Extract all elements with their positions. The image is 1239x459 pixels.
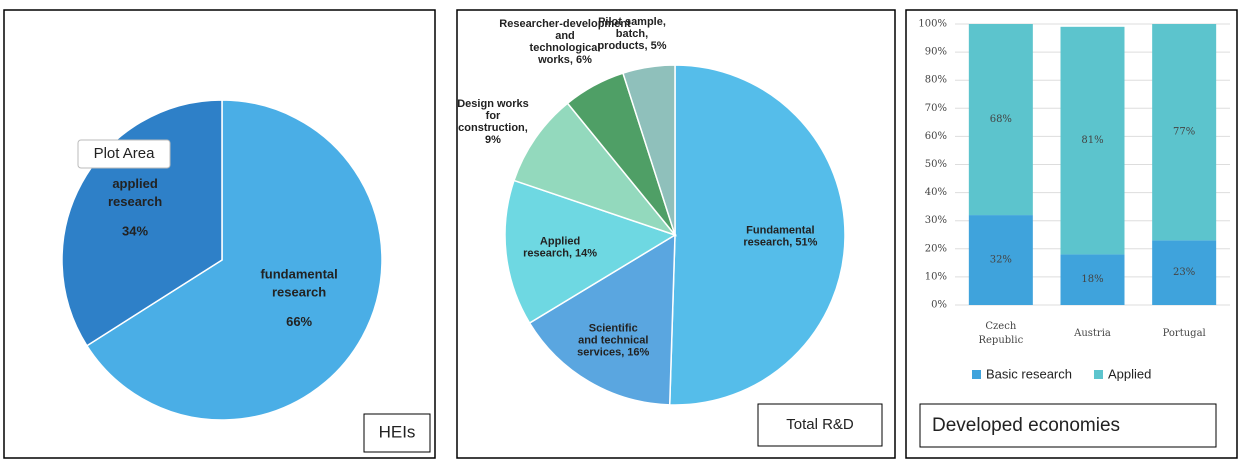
label-line: research, 51% bbox=[743, 237, 817, 249]
label-line: technological bbox=[530, 42, 601, 54]
slice-label: fundamental research bbox=[260, 267, 337, 300]
value-label: 34% bbox=[122, 224, 148, 239]
y-tick-label: 50% bbox=[925, 159, 947, 170]
bar-segment bbox=[968, 24, 1033, 216]
legend-label: Applied bbox=[1108, 366, 1151, 381]
y-tick-label: 0% bbox=[931, 300, 947, 311]
annotation: Total R&D bbox=[786, 416, 854, 433]
annotation-box bbox=[77, 139, 171, 169]
value-label: 81% bbox=[1081, 135, 1103, 146]
pie-slice bbox=[622, 64, 676, 236]
legend-swatch bbox=[972, 370, 981, 379]
annotation-box bbox=[757, 403, 883, 447]
label-line: Pilot sample, bbox=[598, 16, 666, 28]
value-label: 23% bbox=[1173, 267, 1195, 278]
bar-segment bbox=[1060, 26, 1125, 255]
label-line: Czech bbox=[985, 321, 1016, 332]
label-line: products, 5% bbox=[597, 40, 666, 52]
slice-label: Pilot sample, batch, products, 5% bbox=[597, 16, 666, 52]
value-label: 18% bbox=[1081, 274, 1103, 285]
value-label: 77% bbox=[1173, 127, 1195, 138]
label-line: construction, bbox=[458, 122, 528, 134]
label-line: Austria bbox=[1073, 328, 1111, 339]
legend-label: Basic research bbox=[986, 366, 1072, 381]
pie-slice bbox=[668, 64, 846, 406]
annotation: Plot Area bbox=[94, 145, 156, 162]
bar-segment bbox=[1152, 240, 1217, 305]
label-line: research bbox=[108, 195, 162, 210]
y-tick-label: 30% bbox=[925, 215, 947, 226]
bar-segment bbox=[1152, 24, 1217, 241]
slice-label: applied research bbox=[108, 177, 162, 210]
label-line: Scientific bbox=[589, 323, 638, 335]
value-label: 68% bbox=[990, 114, 1012, 125]
label-line: fundamental bbox=[260, 267, 337, 282]
y-tick-label: 60% bbox=[925, 131, 947, 142]
pie-slice bbox=[513, 102, 678, 237]
label-line: Researcher-development bbox=[499, 18, 631, 30]
label-line: Fundamental bbox=[746, 225, 814, 237]
label-line: Portugal bbox=[1163, 328, 1206, 339]
y-tick-label: 100% bbox=[918, 19, 947, 30]
bar-segment bbox=[1060, 254, 1125, 305]
panel-frame bbox=[905, 9, 1238, 459]
label-line: batch, bbox=[616, 28, 648, 40]
value-label: 32% bbox=[990, 255, 1012, 266]
slice-label: Fundamental research, 51% bbox=[743, 225, 817, 249]
value-label: 66% bbox=[286, 314, 312, 329]
label-line: Republic bbox=[978, 335, 1023, 346]
y-tick-label: 70% bbox=[925, 103, 947, 114]
label-line: and technical bbox=[578, 335, 648, 347]
y-tick-label: 40% bbox=[925, 187, 947, 198]
slice-label: Applied research, 14% bbox=[523, 235, 597, 259]
panel-frame bbox=[456, 9, 896, 459]
label-line: 9% bbox=[485, 134, 501, 146]
label-line: applied bbox=[112, 177, 158, 192]
y-tick-label: 10% bbox=[925, 271, 947, 282]
label-line: services, 16% bbox=[577, 347, 649, 359]
label-line: for bbox=[486, 110, 501, 122]
slice-label: Researcher-development and technological wo… bbox=[499, 18, 631, 66]
pie-slice bbox=[504, 179, 677, 325]
slice-label: Czech Republic bbox=[978, 321, 1023, 346]
pie-slice bbox=[85, 99, 383, 421]
label-line: works, 6% bbox=[537, 54, 592, 66]
slice-label: Scientific and technical services, 16% bbox=[577, 323, 649, 359]
legend-swatch bbox=[1093, 370, 1103, 379]
slice-label: Austria bbox=[1073, 328, 1111, 339]
bar-segment bbox=[968, 215, 1033, 305]
label-line: Design works bbox=[457, 98, 529, 110]
label-line: and bbox=[555, 30, 575, 42]
y-tick-label: 90% bbox=[925, 47, 947, 58]
annotation: Developed economies bbox=[932, 415, 1120, 436]
annotation: HEIs bbox=[379, 422, 416, 441]
label-line: research bbox=[272, 285, 326, 300]
annotation-box bbox=[363, 413, 431, 453]
y-tick-label: 80% bbox=[925, 75, 947, 86]
panel-frame bbox=[3, 9, 436, 459]
annotation-box bbox=[919, 403, 1217, 448]
label-line: research, 14% bbox=[523, 247, 597, 259]
y-tick-label: 20% bbox=[925, 243, 947, 254]
slice-label: Design works for construction, 9% bbox=[457, 98, 529, 146]
slice-label: Portugal bbox=[1163, 328, 1206, 339]
pie-slice bbox=[528, 233, 676, 406]
label-line: Applied bbox=[540, 235, 580, 247]
